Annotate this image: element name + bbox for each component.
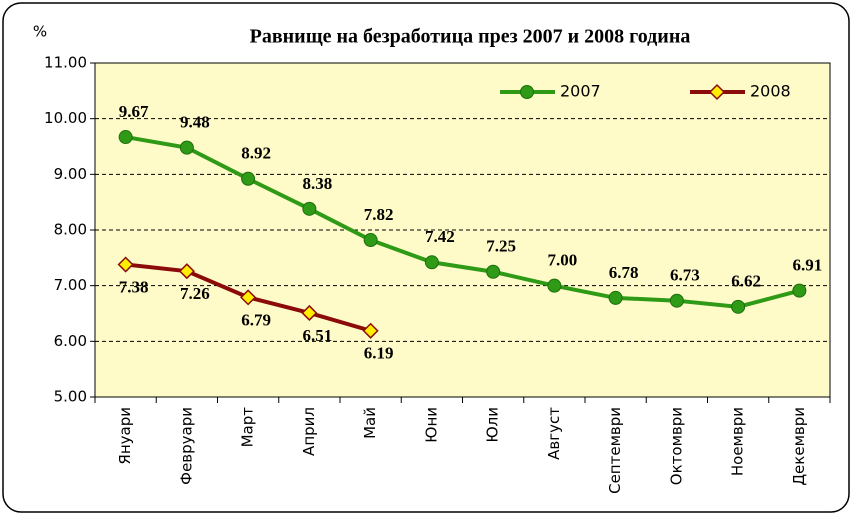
legend-label: 2007 bbox=[560, 82, 601, 101]
data-label: 6.73 bbox=[670, 266, 700, 285]
data-label: 7.42 bbox=[425, 227, 455, 246]
data-label: 7.38 bbox=[119, 277, 149, 296]
x-tick-label: Май bbox=[361, 407, 379, 439]
marker bbox=[117, 256, 134, 273]
x-tick-label: Септември bbox=[606, 407, 624, 494]
marker bbox=[708, 83, 726, 101]
data-label: 6.79 bbox=[241, 310, 271, 329]
marker bbox=[547, 278, 562, 293]
data-label: 7.82 bbox=[364, 205, 394, 224]
y-tick-label: 8.00 bbox=[54, 221, 87, 239]
marker bbox=[178, 263, 195, 280]
data-label: 6.51 bbox=[303, 326, 333, 345]
x-tick-label: Март bbox=[239, 407, 257, 448]
marker bbox=[240, 289, 257, 306]
x-tick-label: Ноември bbox=[729, 407, 747, 476]
data-label: 6.62 bbox=[731, 272, 761, 291]
data-label: 8.92 bbox=[241, 144, 271, 163]
marker bbox=[792, 283, 807, 298]
marker bbox=[302, 201, 317, 216]
y-tick-label: 6.00 bbox=[54, 332, 87, 350]
data-label: 9.67 bbox=[119, 102, 149, 121]
marker bbox=[731, 299, 746, 314]
x-tick-label: Декември bbox=[790, 407, 808, 486]
marker bbox=[301, 304, 318, 322]
x-tick-label: Юли bbox=[484, 407, 502, 443]
chart-title: Равнище на безработица през 2007 и 2008 … bbox=[250, 26, 691, 48]
marker bbox=[424, 255, 439, 270]
data-label: 7.25 bbox=[486, 237, 516, 256]
data-label: 7.00 bbox=[548, 251, 578, 270]
marker bbox=[520, 85, 534, 99]
y-tick-label: 5.00 bbox=[54, 388, 87, 406]
marker bbox=[362, 322, 379, 339]
marker bbox=[241, 171, 256, 186]
y-tick-label: 11.00 bbox=[44, 54, 87, 72]
legend-label: 2008 bbox=[750, 82, 791, 101]
y-axis-label: % bbox=[33, 23, 47, 41]
y-tick-label: 10.00 bbox=[44, 109, 87, 127]
data-label: 8.38 bbox=[303, 174, 333, 193]
marker bbox=[486, 264, 501, 279]
y-tick-label: 7.00 bbox=[54, 276, 87, 294]
data-label: 7.26 bbox=[180, 284, 210, 303]
y-tick-label: 9.00 bbox=[54, 165, 87, 183]
series-line bbox=[125, 135, 800, 309]
data-label: 6.91 bbox=[793, 256, 823, 275]
marker bbox=[118, 130, 133, 145]
marker bbox=[669, 293, 684, 308]
marker bbox=[363, 233, 378, 248]
x-tick-label: Януари bbox=[116, 407, 134, 465]
x-tick-label: Октомври bbox=[667, 407, 685, 485]
data-label: 6.78 bbox=[609, 263, 639, 282]
x-tick-label: Април bbox=[300, 407, 318, 456]
marker bbox=[608, 290, 623, 305]
data-label: 6.19 bbox=[364, 344, 394, 363]
x-tick-label: Юни bbox=[422, 407, 440, 443]
x-tick-label: Август bbox=[545, 407, 563, 460]
data-label: 9.48 bbox=[180, 113, 210, 132]
marker bbox=[179, 140, 194, 155]
x-tick-label: Февруари bbox=[177, 407, 195, 485]
